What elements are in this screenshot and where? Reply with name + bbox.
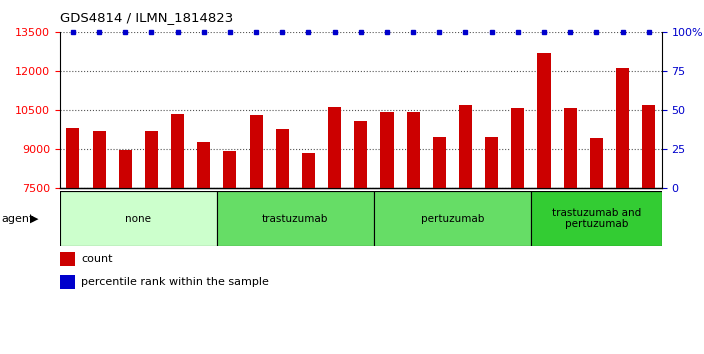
Bar — [217, 191, 374, 246]
Bar — [616, 68, 629, 188]
Bar — [485, 137, 498, 188]
Bar — [119, 150, 132, 188]
Bar — [60, 252, 75, 266]
Bar — [511, 108, 524, 188]
Bar — [564, 108, 577, 188]
Text: count: count — [81, 254, 113, 264]
Text: none: none — [125, 213, 151, 224]
Text: GDS4814 / ILMN_1814823: GDS4814 / ILMN_1814823 — [60, 11, 233, 24]
Bar — [60, 191, 217, 246]
Bar — [250, 115, 263, 188]
Bar — [60, 275, 75, 289]
Text: percentile rank within the sample: percentile rank within the sample — [81, 277, 269, 287]
Bar — [642, 104, 655, 188]
Bar — [223, 151, 237, 188]
Bar — [537, 53, 551, 188]
Bar — [433, 137, 446, 188]
Bar — [531, 191, 662, 246]
Bar — [92, 131, 106, 188]
Bar — [407, 112, 420, 188]
Bar — [145, 131, 158, 188]
Bar — [328, 107, 341, 188]
Bar — [459, 104, 472, 188]
Bar — [374, 191, 531, 246]
Bar — [197, 142, 210, 188]
Text: pertuzumab: pertuzumab — [421, 213, 484, 224]
Text: agent: agent — [1, 213, 34, 224]
Bar — [171, 114, 184, 188]
Text: ▶: ▶ — [30, 213, 38, 224]
Bar — [66, 128, 80, 188]
Bar — [380, 112, 394, 188]
Text: trastuzumab and
pertuzumab: trastuzumab and pertuzumab — [552, 208, 641, 229]
Bar — [590, 138, 603, 188]
Bar — [302, 153, 315, 188]
Text: trastuzumab: trastuzumab — [262, 213, 329, 224]
Bar — [354, 121, 367, 188]
Bar — [276, 129, 289, 188]
